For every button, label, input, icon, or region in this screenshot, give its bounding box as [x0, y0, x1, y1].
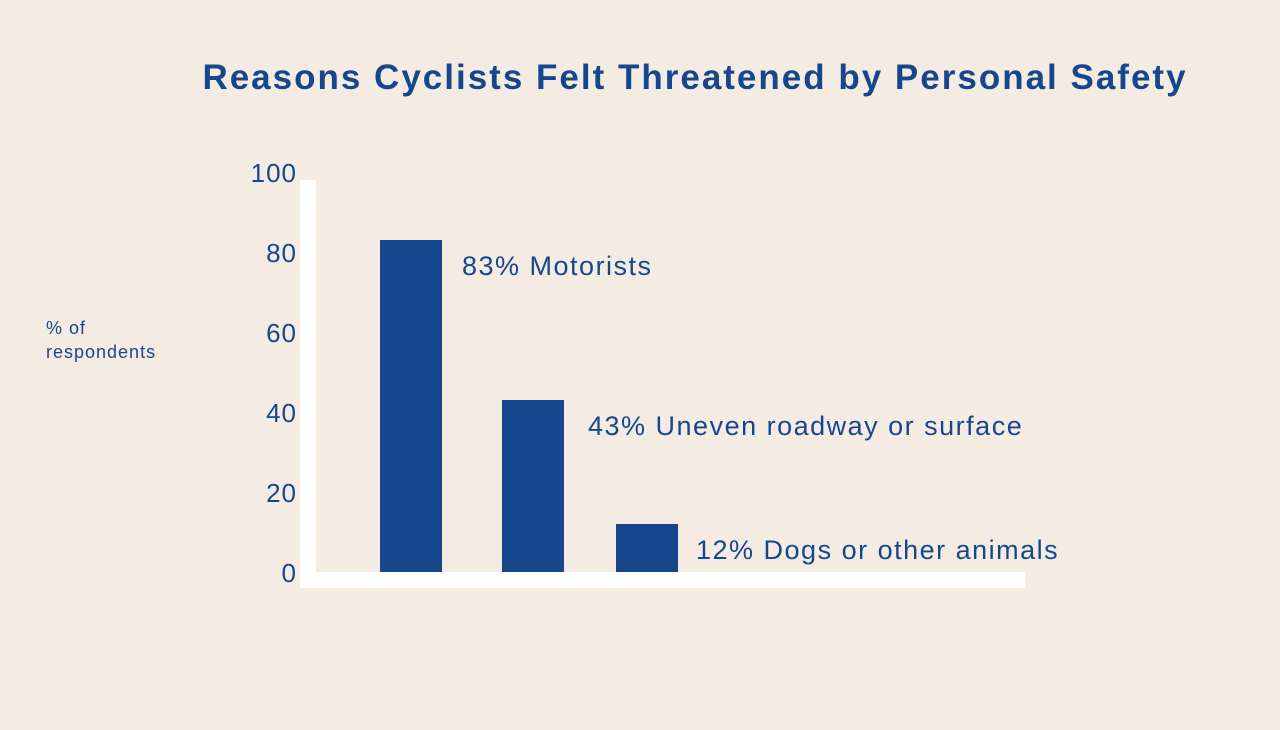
y-tick-labels: 0 20 40 60 80 100: [251, 158, 297, 588]
bar: [616, 524, 678, 572]
bars: [380, 240, 678, 572]
chart-title: Reasons Cyclists Felt Threatened by Pers…: [202, 58, 1188, 97]
bar: [502, 400, 564, 572]
bar-data-label: 12% Dogs or other animals: [696, 535, 1059, 565]
y-axis-line: [300, 180, 316, 588]
y-axis-label: % of respondents: [46, 318, 157, 362]
y-tick-label: 40: [266, 398, 297, 428]
y-tick-label: 60: [266, 318, 297, 348]
bar: [380, 240, 442, 572]
data-labels: 83% Motorists 43% Uneven roadway or surfa…: [462, 251, 1059, 565]
axes: [300, 180, 1025, 588]
y-tick-label: 20: [266, 478, 297, 508]
bar-data-label: 43% Uneven roadway or surface: [588, 411, 1023, 441]
x-axis-line: [300, 572, 1025, 588]
y-tick-label: 0: [282, 558, 297, 588]
y-tick-label: 100: [251, 158, 297, 188]
bar-data-label: 83% Motorists: [462, 251, 653, 281]
y-tick-label: 80: [266, 238, 297, 268]
